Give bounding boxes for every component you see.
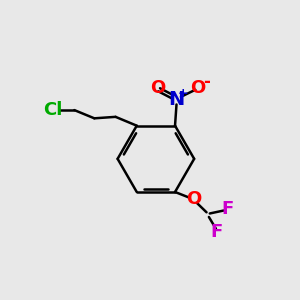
Text: F: F — [221, 200, 233, 218]
Text: O: O — [186, 190, 201, 208]
Text: O: O — [150, 79, 165, 97]
Text: Cl: Cl — [44, 101, 63, 119]
Text: O: O — [190, 79, 205, 97]
Text: +: + — [178, 87, 188, 100]
Text: -: - — [203, 73, 210, 91]
Text: N: N — [168, 90, 184, 109]
Text: F: F — [211, 223, 223, 241]
